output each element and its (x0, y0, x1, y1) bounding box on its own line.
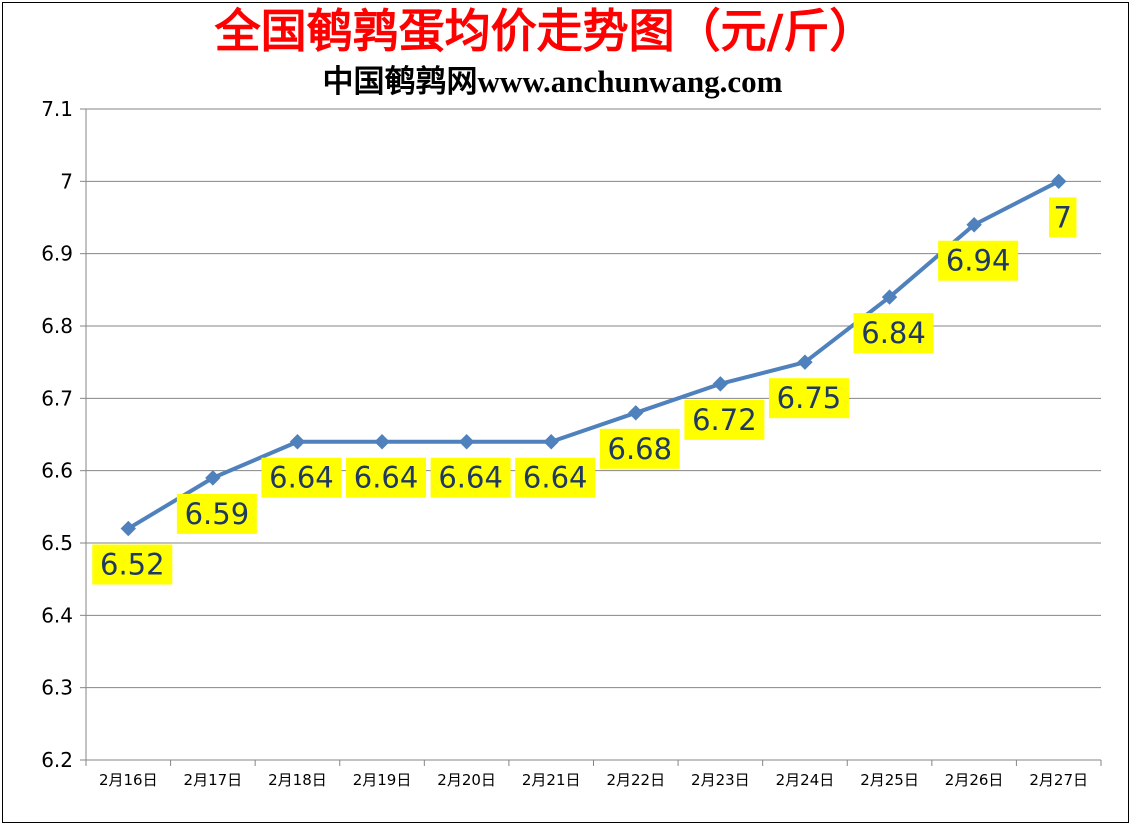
data-label-box (599, 428, 680, 469)
y-tick-label: 7.1 (41, 97, 73, 121)
x-tick-label: 2月20日 (437, 771, 496, 789)
data-point (120, 520, 136, 537)
data-label: 6.72 (692, 403, 757, 437)
data-label: 7 (1053, 200, 1071, 234)
data-point (712, 376, 729, 392)
data-point (289, 434, 306, 450)
chart-title: 全国鹌鹑蛋均价走势图（元/斤） (214, 4, 876, 58)
x-tick-label: 2月26日 (945, 771, 1004, 789)
y-tick-label: 6.6 (41, 459, 73, 483)
data-label: 6.75 (777, 381, 842, 415)
y-tick-label: 6.9 (41, 242, 73, 266)
y-tick-label: 6.7 (41, 386, 73, 410)
data-label: 6.64 (269, 461, 334, 495)
data-point (1051, 173, 1067, 190)
data-label: 6.52 (100, 548, 165, 582)
x-tick-label: 2月21日 (522, 771, 581, 789)
x-tick-label: 2月25日 (860, 771, 919, 789)
data-label-box (176, 493, 257, 534)
x-tick-label: 2月19日 (353, 771, 412, 789)
x-tick-label: 2月18日 (268, 771, 327, 789)
data-point (881, 289, 898, 305)
data-point (966, 217, 982, 233)
data-label: 6.64 (438, 461, 503, 495)
data-label-box (853, 313, 934, 354)
data-point (205, 470, 221, 486)
data-label-box (768, 378, 849, 419)
data-label: 6.68 (608, 432, 673, 466)
y-tick-label: 6.2 (41, 748, 73, 772)
data-point (543, 434, 559, 450)
data-point (797, 354, 813, 370)
x-tick-label: 2月23日 (691, 771, 750, 789)
y-tick-label: 7 (60, 169, 73, 193)
y-tick-label: 6.8 (41, 314, 73, 338)
data-label-box (430, 457, 511, 498)
data-label-box (515, 457, 596, 498)
y-tick-label: 6.3 (41, 676, 73, 700)
data-point (628, 405, 644, 421)
data-label-box (938, 240, 1019, 281)
x-tick-label: 2月22日 (606, 771, 665, 789)
data-label-box (346, 457, 427, 498)
data-point (374, 434, 390, 450)
data-label: 6.59 (185, 497, 250, 531)
y-tick-label: 6.5 (41, 531, 73, 555)
x-tick-label: 2月17日 (184, 771, 243, 789)
x-tick-label: 2月16日 (99, 771, 158, 789)
chart-subtitle: 中国鹌鹑网www.anchunwang.com (322, 64, 783, 99)
x-tick-label: 2月24日 (776, 771, 835, 789)
x-tick-label: 2月27日 (1029, 771, 1088, 789)
data-label: 6.64 (354, 461, 419, 495)
data-label: 6.64 (523, 461, 588, 495)
data-label: 6.84 (861, 316, 926, 350)
y-tick-label: 6.4 (41, 603, 73, 627)
data-label: 6.94 (946, 244, 1011, 278)
data-label-box (684, 399, 765, 440)
data-label-box (261, 457, 342, 498)
data-point (458, 434, 475, 450)
series-line (127, 179, 1060, 531)
data-label-box (1048, 197, 1077, 238)
data-label-box (92, 544, 173, 585)
